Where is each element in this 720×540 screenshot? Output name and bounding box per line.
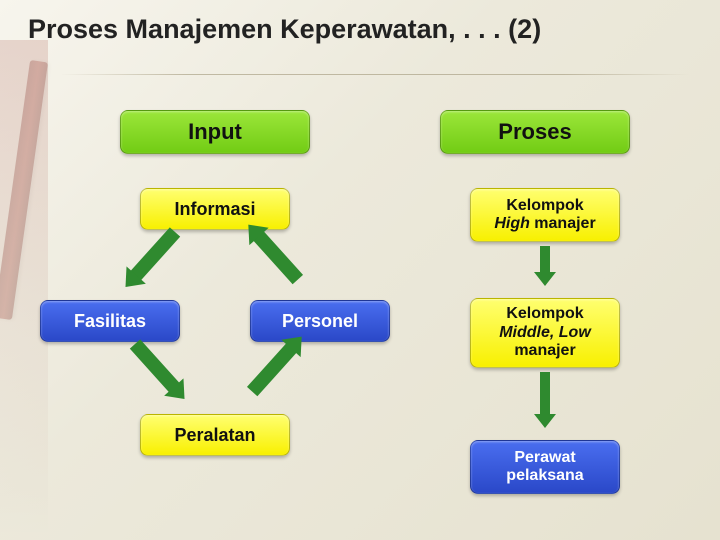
header-input: Input [120, 110, 310, 154]
arrow-peralatan-personel [247, 339, 300, 396]
node-fasilitas-label: Fasilitas [74, 311, 146, 332]
node-perawat-line1: Perawat [514, 449, 575, 467]
header-input-label: Input [188, 119, 242, 144]
node-middle-line1: Kelompok [506, 305, 583, 323]
arrow-personel-informasi [250, 227, 303, 284]
title-divider [60, 74, 690, 75]
node-high-line2: High manajer [494, 215, 595, 233]
node-middle-manajer: Kelompok Middle, Low manajer [470, 298, 620, 368]
node-perawat-line2: pelaksana [506, 467, 583, 485]
node-informasi-label: Informasi [174, 199, 255, 220]
node-informasi: Informasi [140, 188, 290, 230]
header-proses-label: Proses [498, 119, 571, 144]
node-peralatan: Peralatan [140, 414, 290, 456]
node-personel: Personel [250, 300, 390, 342]
node-high-manajer: Kelompok High manajer [470, 188, 620, 242]
node-peralatan-label: Peralatan [174, 425, 255, 446]
node-middle-line3: manajer [514, 342, 575, 360]
node-high-rest: manajer [530, 215, 596, 232]
node-perawat-pelaksana: Perawat pelaksana [470, 440, 620, 494]
page-title: Proses Manajemen Keperawatan, . . . (2) [28, 14, 541, 45]
header-proses: Proses [440, 110, 630, 154]
node-high-italic: High [494, 215, 530, 232]
node-middle-italic: Middle, Low [499, 324, 591, 342]
arrow-fasilitas-peralatan [130, 339, 183, 396]
arrow-informasi-fasilitas [127, 227, 180, 284]
node-fasilitas: Fasilitas [40, 300, 180, 342]
node-high-line1: Kelompok [506, 197, 583, 215]
